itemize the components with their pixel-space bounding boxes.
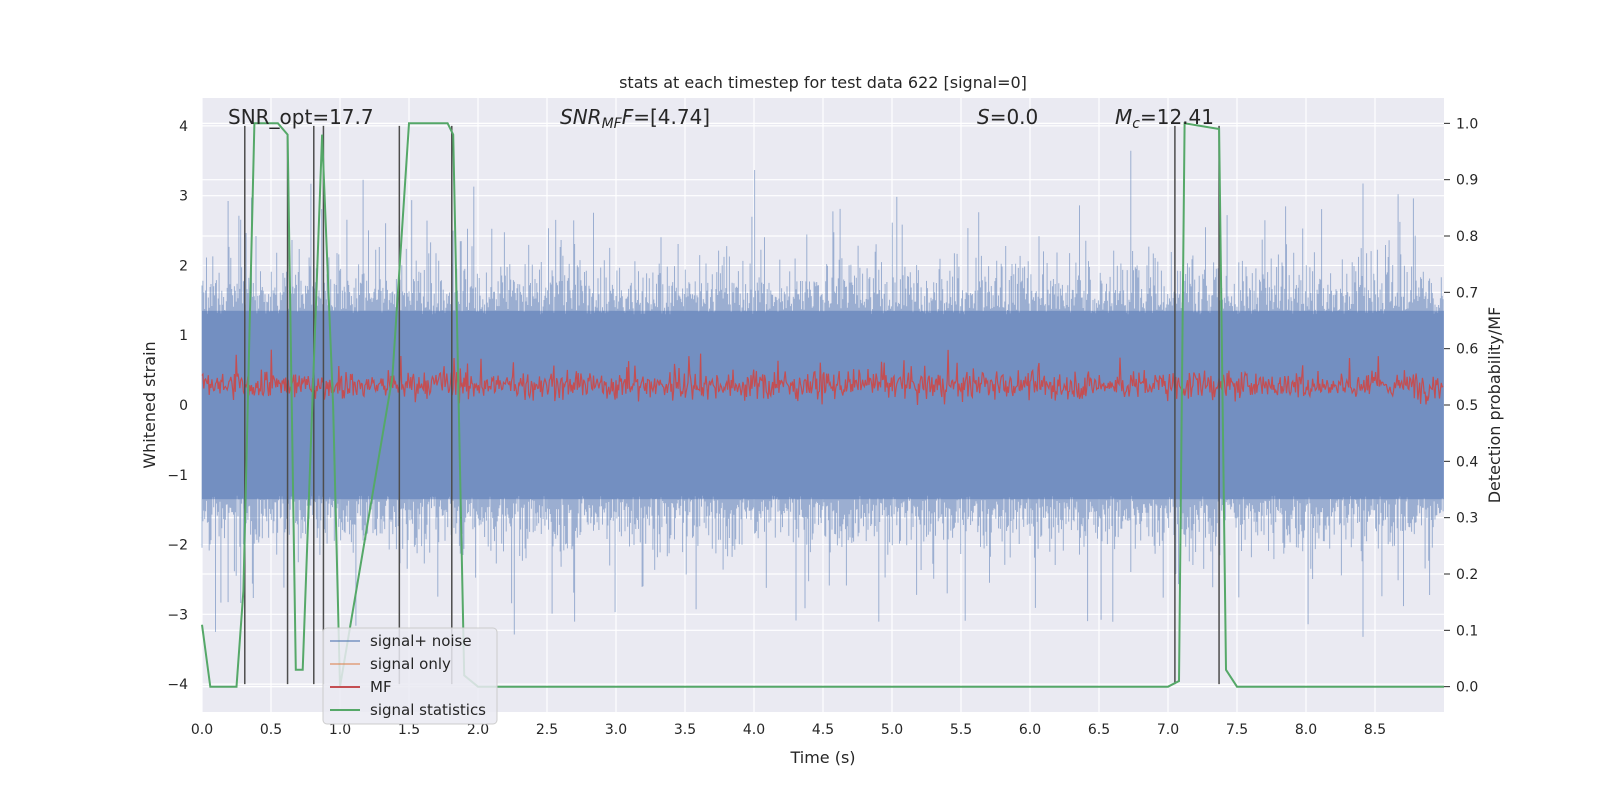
x-tick-label: 3.5: [674, 722, 696, 738]
y-tick-label: 4: [179, 119, 188, 135]
y-right-tick-label: 0.0: [1456, 680, 1478, 696]
x-tick-label: 1.5: [398, 722, 420, 738]
legend-label-mf: MF: [370, 678, 392, 696]
y-right-tick-label: 0.6: [1456, 342, 1478, 358]
vertical-markers: [244, 125, 1220, 685]
y-tick-labels: 4 3 2 1 0 −1 −2 −3 −4: [167, 119, 188, 693]
y-tick-label: −4: [167, 677, 188, 693]
x-tick-label: 3.0: [605, 722, 627, 738]
x-tick-label: 2.0: [467, 722, 489, 738]
legend-label-signal-statistics: signal statistics: [370, 701, 486, 719]
y-right-axis-label: Detection probability/MF: [1485, 307, 1504, 504]
y-axis-label: Whitened strain: [140, 341, 159, 468]
series-mf: [201, 349, 1444, 406]
x-tick-label: 4.5: [812, 722, 834, 738]
mf-trace: [201, 349, 1444, 406]
series-signal-noise: [201, 150, 1444, 637]
x-tick-labels: 0.0 0.5 1.0 1.5 2.0 2.5 3.0 3.5 4.0 4.5 5.0 5.5 6.0 6…: [191, 722, 1386, 738]
annotation-s: S=0.0: [977, 105, 1038, 129]
x-tick-label: 0.5: [260, 722, 282, 738]
y-right-tick-label: 0.9: [1456, 173, 1478, 189]
x-tick-label: 4.0: [743, 722, 765, 738]
x-tick-label: 0.0: [191, 722, 213, 738]
x-tick-label: 6.0: [1019, 722, 1041, 738]
mc-value: =12.41: [1140, 105, 1214, 129]
x-tick-label: 2.5: [536, 722, 558, 738]
noise-trace: [201, 150, 1444, 637]
y-tick-label: −1: [167, 468, 188, 484]
y-tick-label: 1: [179, 328, 188, 344]
y-tick-label: −2: [167, 538, 188, 554]
y-right-tick-label: 0.2: [1456, 567, 1478, 583]
y-right-tick-label: 0.7: [1456, 285, 1478, 301]
annotation-snr-opt: SNR_opt=17.7: [228, 105, 374, 129]
x-tick-label: 8.0: [1295, 722, 1317, 738]
x-tick-label: 7.5: [1226, 722, 1248, 738]
x-tick-label: 5.0: [881, 722, 903, 738]
snr-mf-symbol: SNR: [560, 105, 602, 129]
legend-label-signal-only: signal only: [370, 655, 451, 673]
y-tick-label: −3: [167, 607, 188, 623]
annotation-snr-mf: SNRMFF=[4.74]: [560, 105, 710, 132]
legend-label-signal-noise: signal+ noise: [370, 632, 472, 650]
y-tick-label: 3: [179, 189, 188, 205]
x-tick-label: 5.5: [950, 722, 972, 738]
x-tick-label: 1.0: [329, 722, 351, 738]
x-tick-label: 6.5: [1088, 722, 1110, 738]
y-right-tick-label: 0.1: [1456, 623, 1478, 639]
legend: signal+ noise signal only MF signal stat…: [322, 627, 498, 725]
y-right-tick-label: 0.3: [1456, 511, 1478, 527]
annotation-mc: Mc=12.41: [1115, 105, 1214, 132]
y-right-tick-label: 0.5: [1456, 398, 1478, 414]
y-right-tick-label: 0.4: [1456, 454, 1478, 470]
signal-statistics-line: [201, 122, 1444, 688]
y-right-tick-label: 1.0: [1456, 116, 1478, 132]
x-tick-label: 7.0: [1157, 722, 1179, 738]
series-signal-statistics: [201, 122, 1444, 688]
x-axis-label: Time (s): [789, 748, 855, 767]
mc-subscript: c: [1132, 116, 1140, 132]
chart-title: stats at each timestep for test data 622…: [619, 73, 1027, 92]
s-value: =0.0: [990, 105, 1039, 129]
x-tick-label: 8.5: [1364, 722, 1386, 738]
y-tick-label: 0: [179, 398, 188, 414]
snr-mf-subscript: MF: [602, 116, 623, 132]
s-symbol: S: [977, 105, 990, 129]
y-tick-label: 2: [179, 258, 188, 274]
y-right-tick-label: 0.8: [1456, 229, 1478, 245]
mc-symbol: M: [1115, 105, 1132, 129]
y-right-tick-labels: 1.0 0.9 0.8 0.7 0.6 0.5 0.4 0.3 0.2 0.1 0.0: [1444, 116, 1478, 696]
legend-box: [322, 627, 498, 725]
snr-mf-value: =[4.74]: [633, 105, 710, 129]
